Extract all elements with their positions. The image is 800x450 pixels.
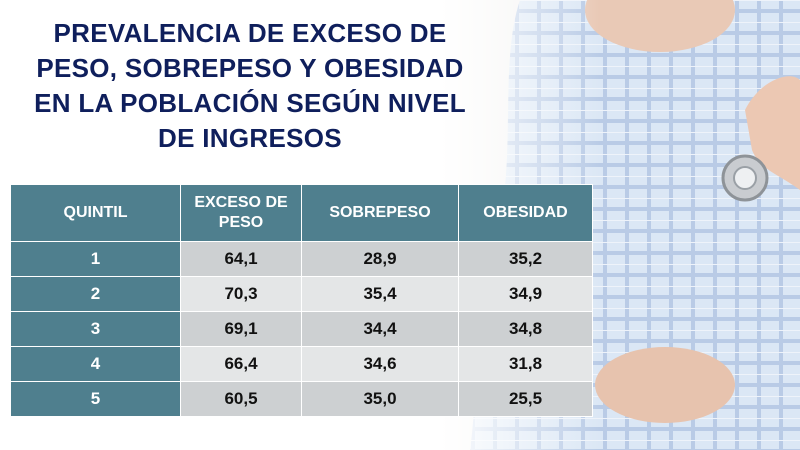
sobrepeso-cell: 34,4 xyxy=(301,311,459,347)
sobrepeso-cell: 35,4 xyxy=(301,276,459,312)
exceso-de-peso-cell: 66,4 xyxy=(180,346,302,382)
slide-title: PREVALENCIA DE EXCESO DE PESO, SOBREPESO… xyxy=(34,18,466,153)
exceso-de-peso-cell: 64,1 xyxy=(180,241,302,277)
table-row: 4 66,4 34,6 31,8 xyxy=(10,346,593,382)
obesidad-cell: 25,5 xyxy=(458,381,593,417)
table-header-row: QUINTIL EXCESO DE PESO SOBREPESO OBESIDA… xyxy=(10,184,593,242)
quintil-cell: 3 xyxy=(10,311,181,347)
exceso-de-peso-cell: 69,1 xyxy=(180,311,302,347)
quintil-cell: 4 xyxy=(10,346,181,382)
table-row: 5 60,5 35,0 25,5 xyxy=(10,381,593,417)
table-row: 2 70,3 35,4 34,9 xyxy=(10,276,593,312)
sobrepeso-cell: 28,9 xyxy=(301,241,459,277)
table-row: 3 69,1 34,4 34,8 xyxy=(10,311,593,347)
sobrepeso-cell: 34,6 xyxy=(301,346,459,382)
income-quintile-table: QUINTIL EXCESO DE PESO SOBREPESO OBESIDA… xyxy=(10,184,593,417)
exceso-de-peso-cell: 60,5 xyxy=(180,381,302,417)
header-quintil: QUINTIL xyxy=(10,184,181,242)
header-obesidad: OBESIDAD xyxy=(458,184,593,242)
quintil-cell: 5 xyxy=(10,381,181,417)
header-sobrepeso: SOBREPESO xyxy=(301,184,459,242)
obesidad-cell: 31,8 xyxy=(458,346,593,382)
header-exceso-de-peso: EXCESO DE PESO xyxy=(180,184,302,242)
sobrepeso-cell: 35,0 xyxy=(301,381,459,417)
obesidad-cell: 35,2 xyxy=(458,241,593,277)
exceso-de-peso-cell: 70,3 xyxy=(180,276,302,312)
obesidad-cell: 34,8 xyxy=(458,311,593,347)
quintil-cell: 2 xyxy=(10,276,181,312)
obesidad-cell: 34,9 xyxy=(458,276,593,312)
table-row: 1 64,1 28,9 35,2 xyxy=(10,241,593,277)
quintil-cell: 1 xyxy=(10,241,181,277)
